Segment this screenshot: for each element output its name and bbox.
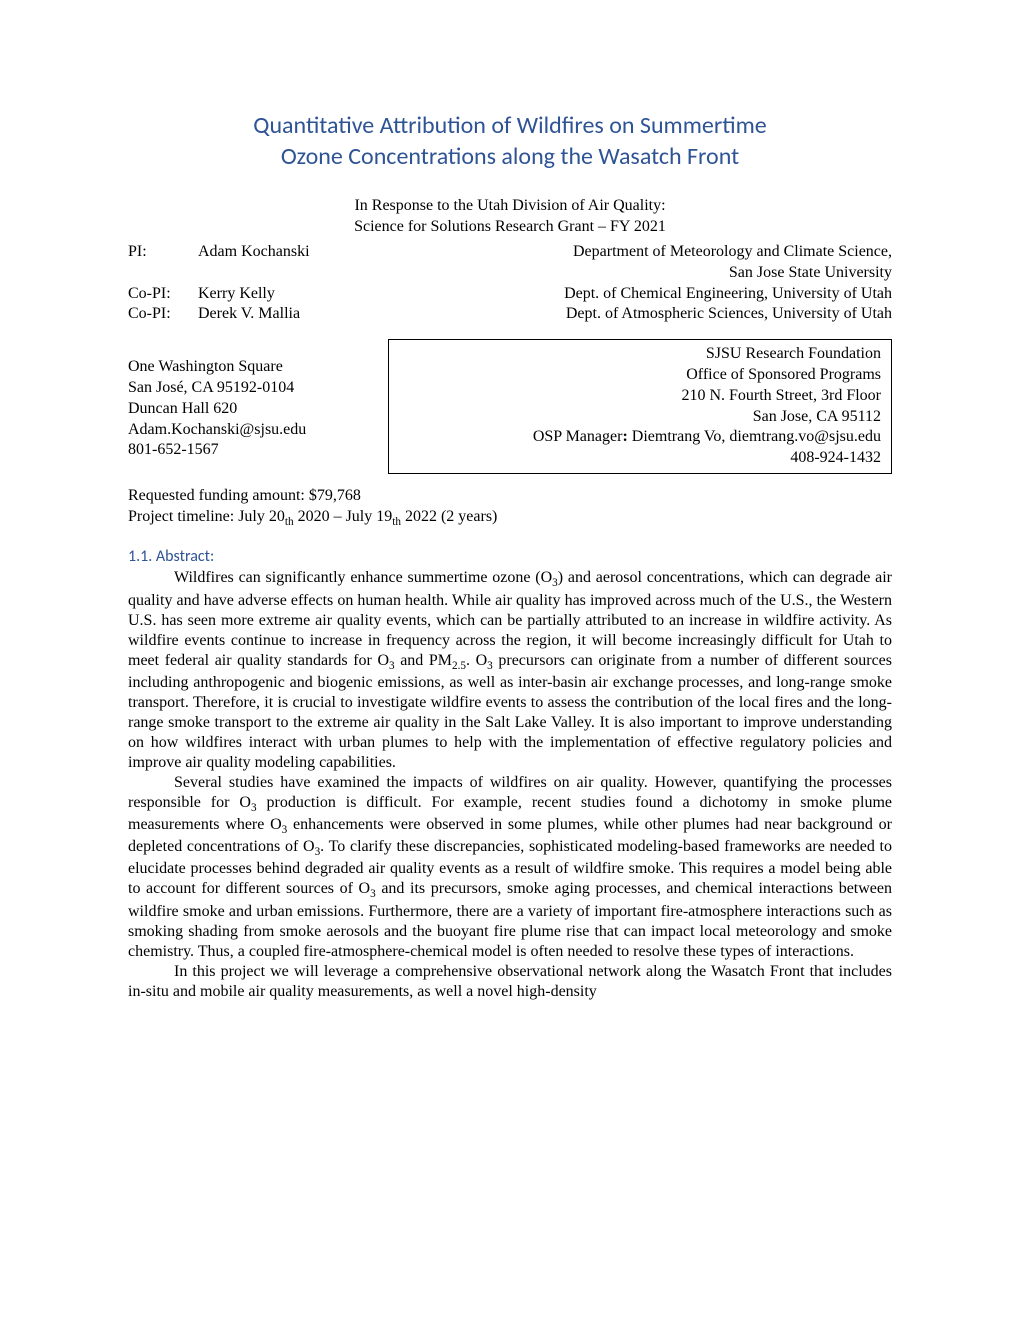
copi1-name: Kerry Kelly — [198, 284, 378, 305]
contact-left-line-5: 801-652-1567 — [128, 440, 378, 461]
pi-role: PI: — [128, 242, 198, 263]
funding-block: Requested funding amount: $79,768 Projec… — [128, 486, 892, 530]
copi2-dept: Dept. of Atmospheric Sciences, Universit… — [378, 304, 892, 325]
copi2-name: Derek V. Mallia — [198, 304, 378, 325]
contact-right-line-4: San Jose, CA 95112 — [399, 407, 881, 428]
pi-dept: Department of Meteorology and Climate Sc… — [378, 242, 892, 263]
contact-right-line-1: SJSU Research Foundation — [399, 344, 881, 365]
abstract-paragraph-1: Wildfires can significantly enhance summ… — [128, 568, 892, 772]
pi-dept-2: San Jose State University — [378, 263, 892, 284]
contact-right-line-6: 408-924-1432 — [399, 448, 881, 469]
copi1-dept: Dept. of Chemical Engineering, Universit… — [378, 284, 892, 305]
contact-columns: One Washington Square San José, CA 95192… — [128, 339, 892, 474]
abstract-paragraph-3: In this project we will leverage a compr… — [128, 962, 892, 1002]
copi1-role: Co-PI: — [128, 284, 198, 305]
document-title: Quantitative Attribution of Wildfires on… — [128, 110, 892, 172]
response-to-line-1: In Response to the Utah Division of Air … — [128, 196, 892, 217]
response-to-line-2: Science for Solutions Research Grant – F… — [128, 217, 892, 238]
title-line-2: Ozone Concentrations along the Wasatch F… — [281, 142, 739, 171]
title-line-1: Quantitative Attribution of Wildfires on… — [253, 111, 766, 140]
contact-left-line-1: One Washington Square — [128, 357, 378, 378]
funding-amount: Requested funding amount: $79,768 — [128, 486, 892, 507]
project-timeline: Project timeline: July 20th 2020 – July … — [128, 507, 892, 530]
copi2-role: Co-PI: — [128, 304, 198, 325]
investigators-block: PI: Adam Kochanski Department of Meteoro… — [128, 242, 892, 325]
pi-row-2: San Jose State University — [128, 263, 892, 284]
contact-left-line-2: San José, CA 95192-0104 — [128, 378, 378, 399]
pi-row: PI: Adam Kochanski Department of Meteoro… — [128, 242, 892, 263]
contact-right-line-2: Office of Sponsored Programs — [399, 365, 881, 386]
contact-right-line-5: OSP Manager: Diemtrang Vo, diemtrang.vo@… — [399, 427, 881, 448]
contact-right-box: SJSU Research Foundation Office of Spons… — [388, 339, 892, 474]
pi-name: Adam Kochanski — [198, 242, 378, 263]
contact-left: One Washington Square San José, CA 95192… — [128, 339, 378, 461]
copi2-row: Co-PI: Derek V. Mallia Dept. of Atmosphe… — [128, 304, 892, 325]
contact-left-line-4: Adam.Kochanski@sjsu.edu — [128, 420, 378, 441]
abstract-heading: 1.1. Abstract: — [128, 547, 892, 566]
contact-right-line-3: 210 N. Fourth Street, 3rd Floor — [399, 386, 881, 407]
copi1-row: Co-PI: Kerry Kelly Dept. of Chemical Eng… — [128, 284, 892, 305]
abstract-paragraph-2: Several studies have examined the impact… — [128, 773, 892, 962]
contact-left-line-3: Duncan Hall 620 — [128, 399, 378, 420]
